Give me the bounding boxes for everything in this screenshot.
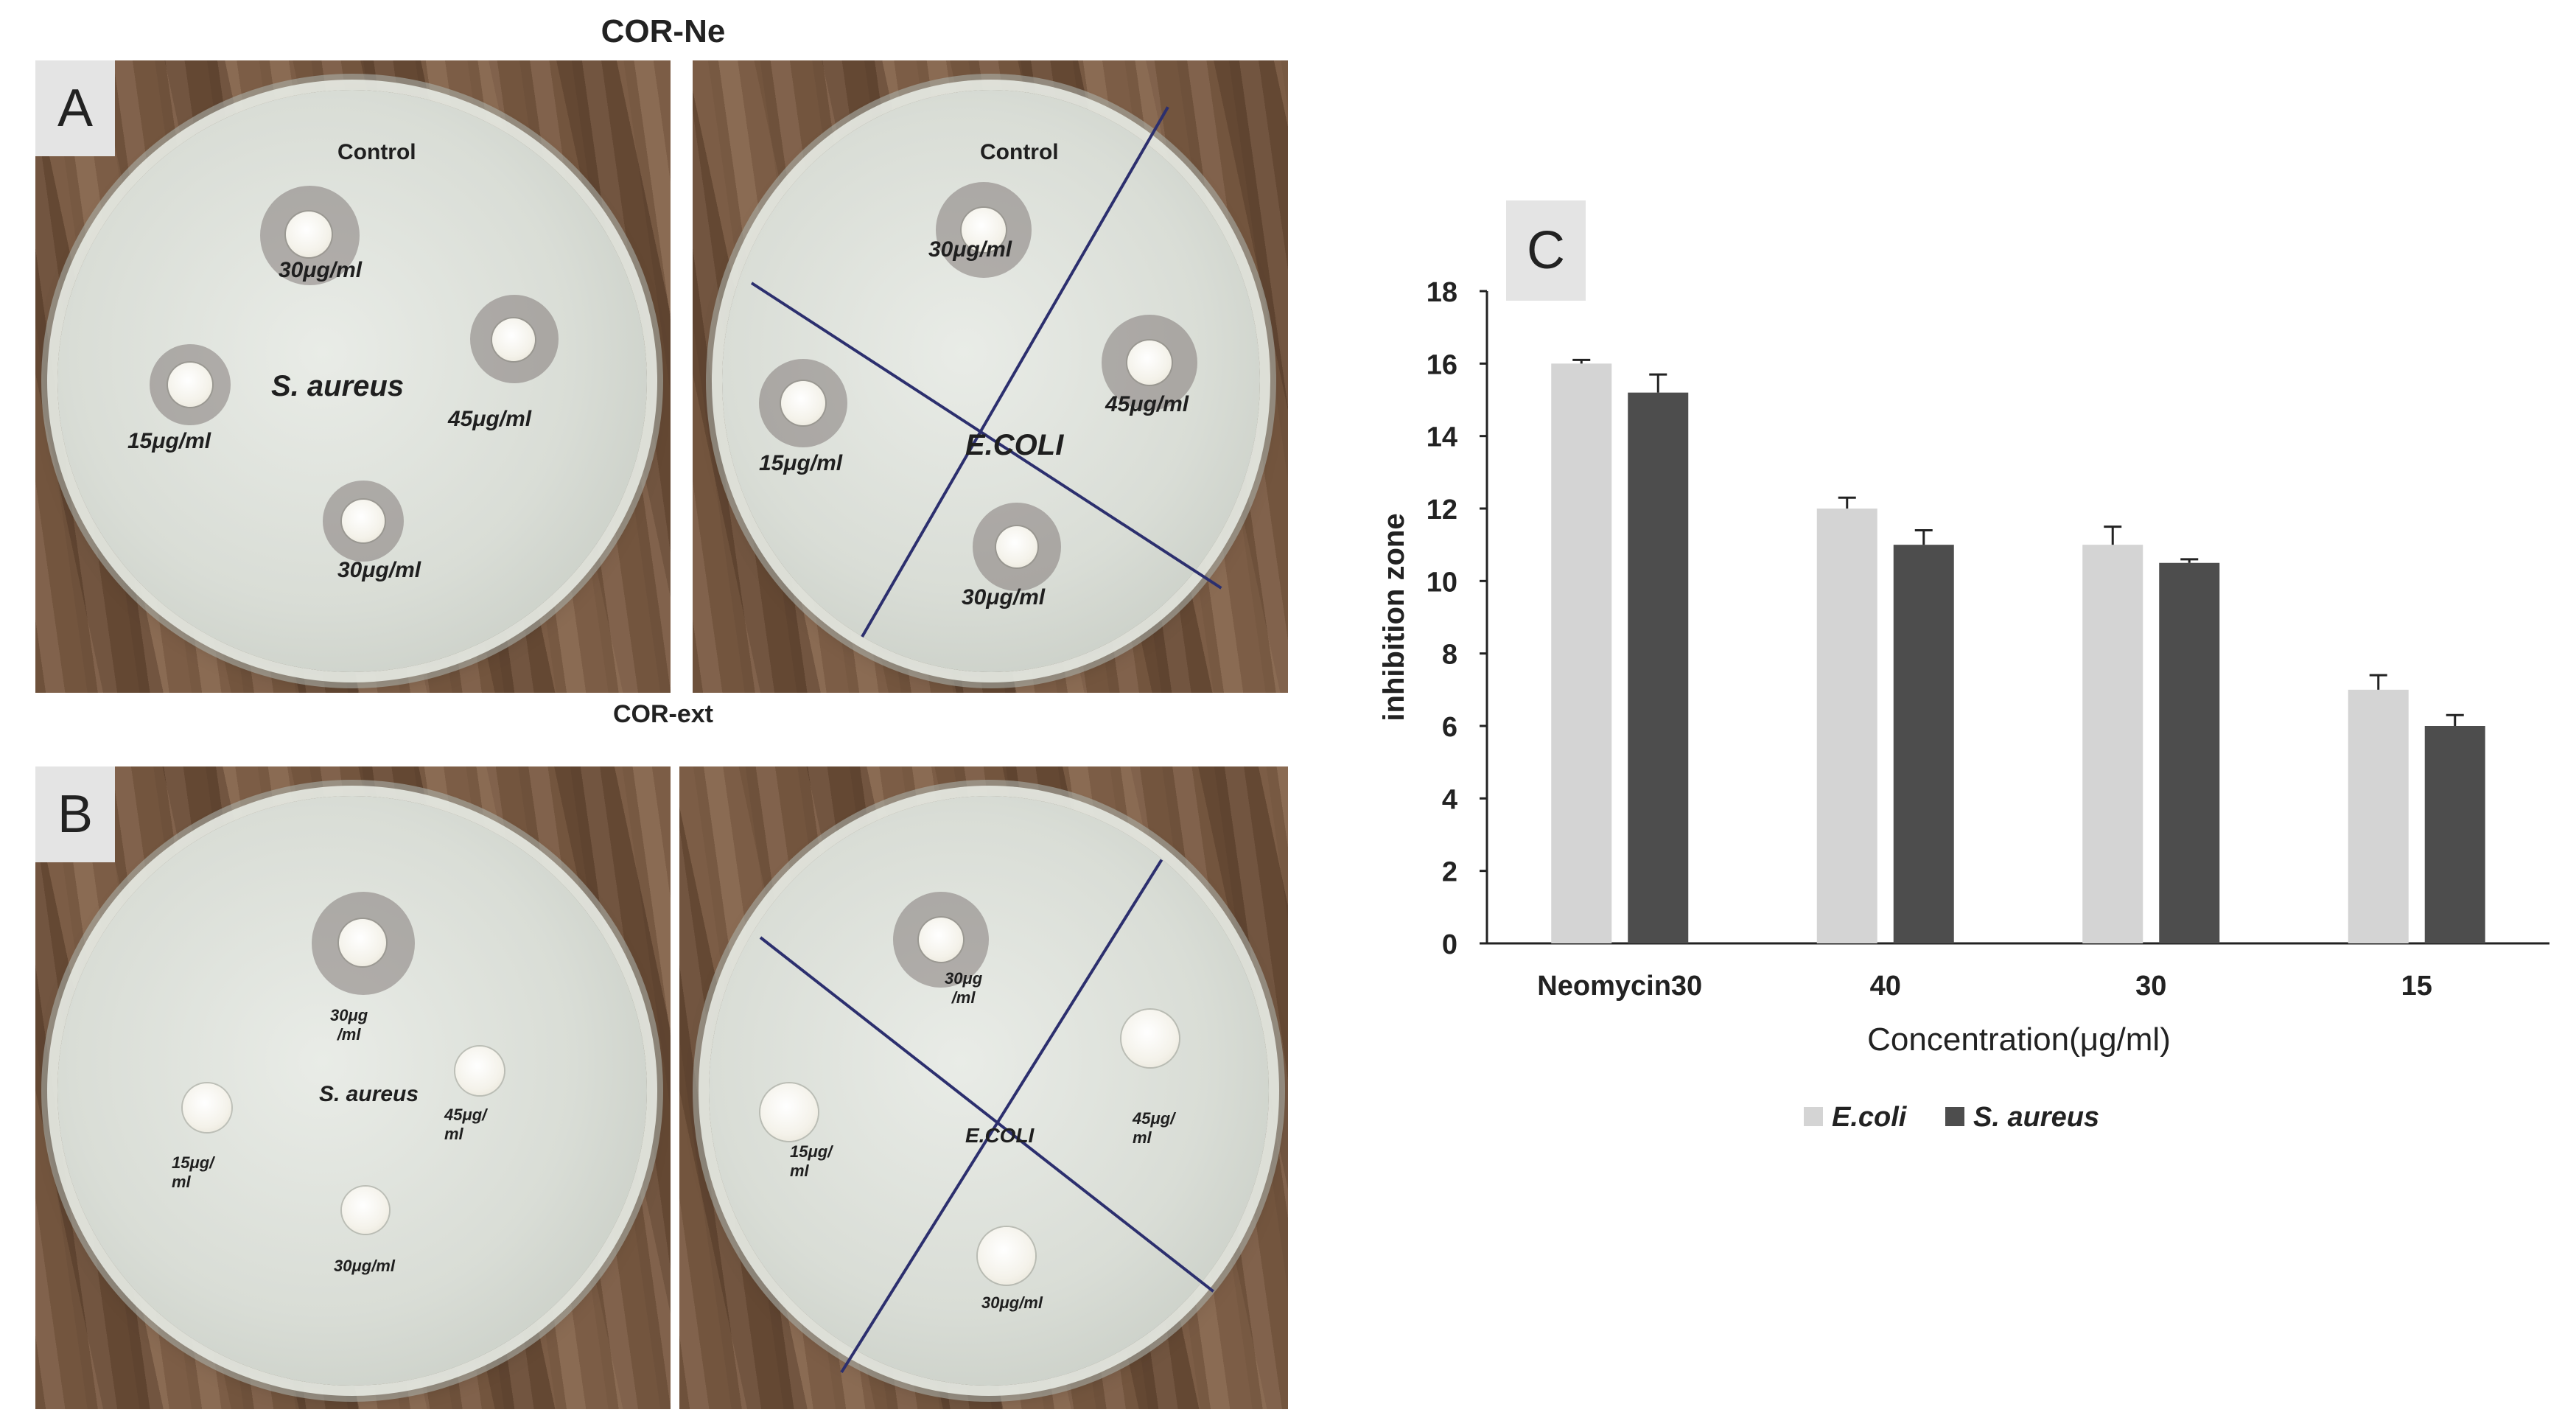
plate-photo-a-ecoli: Control 30μg/ml 15μg/ml 45μg/ml 30μg/ml …: [693, 60, 1288, 693]
antibiotic-disc: [760, 1083, 818, 1141]
bar: [1551, 363, 1612, 943]
bar: [2348, 689, 2409, 943]
bar: [1893, 545, 1954, 943]
x-tick-label: Neomycin30: [1537, 971, 1702, 1002]
antibiotic-disc: [286, 212, 332, 257]
petri-dish: [57, 90, 647, 672]
y-tick-label: 2: [1442, 857, 1457, 888]
x-tick-label: 30: [2135, 971, 2166, 1002]
plate-photo-a-saureus: Control 30μg/ml 15μg/ml 45μg/ml 30μg/ml …: [35, 60, 671, 693]
panel-label-a: A: [35, 60, 115, 156]
disc-label: 30μg /ml: [330, 1006, 368, 1044]
disc-label: 30μg/ml: [337, 558, 421, 582]
panel-label-c: C: [1506, 200, 1586, 301]
plate-photo-b-ecoli: 30μg /ml 15μg/ ml 45μg/ ml 30μg/ml E.COL…: [679, 766, 1288, 1409]
y-tick-label: 4: [1442, 784, 1457, 815]
antibiotic-disc: [455, 1047, 504, 1095]
cor-ne-title: COR-Ne: [601, 13, 726, 49]
disc-label: 45μg/ ml: [1133, 1109, 1175, 1147]
petri-dish: [57, 796, 647, 1386]
plate-photo-b-saureus: 30μg /ml 15μg/ ml 45μg/ ml 30μg/ml S. au…: [35, 766, 671, 1409]
antibiotic-disc: [339, 919, 386, 966]
organism-label: E.COLI: [965, 429, 1064, 461]
legend-swatch: [1804, 1107, 1823, 1126]
disc-label: 45μg/ml: [1105, 392, 1189, 416]
petri-dish: [722, 90, 1260, 672]
antibiotic-disc: [183, 1083, 231, 1132]
legend-label: E.coli: [1832, 1102, 1908, 1133]
bar: [1816, 509, 1877, 943]
control-label: Control: [337, 140, 416, 164]
antibiotic-disc: [978, 1227, 1035, 1285]
disc-label: 30μg/ml: [928, 237, 1012, 262]
antibiotic-disc: [1127, 340, 1172, 385]
antibiotic-disc: [168, 363, 212, 407]
y-tick-label: 18: [1427, 277, 1457, 308]
antibiotic-disc: [342, 500, 385, 542]
antibiotic-disc: [492, 318, 535, 361]
disc-label: 30μg /ml: [945, 969, 983, 1007]
x-tick-label: 15: [2401, 971, 2432, 1002]
cor-ext-title: COR-ext: [612, 700, 714, 728]
disc-label: 30μg/ml: [279, 258, 363, 282]
y-tick-label: 8: [1442, 640, 1457, 671]
disc-label: 15μg/ml: [127, 429, 211, 453]
disc-label: 45μg/ml: [448, 407, 532, 431]
disc-label: 15μg/ml: [759, 451, 843, 475]
antibiotic-disc: [1121, 1010, 1179, 1067]
disc-label: 30μg/ml: [981, 1293, 1043, 1312]
y-axis-title: inhibition zone: [1378, 513, 1410, 721]
antibiotic-disc: [919, 918, 963, 962]
y-tick-label: 16: [1427, 349, 1457, 380]
legend-label: S. aureus: [1973, 1102, 2099, 1133]
x-axis-title: Concentration(μg/ml): [1867, 1021, 2171, 1058]
y-tick-label: 10: [1427, 567, 1457, 598]
x-tick-label: 40: [1870, 971, 1901, 1002]
disc-label: 15μg/ ml: [790, 1142, 833, 1180]
disc-label: 45μg/ ml: [444, 1106, 487, 1143]
y-tick-label: 6: [1442, 712, 1457, 743]
antibiotic-disc: [781, 381, 825, 425]
disc-label: 15μg/ ml: [172, 1153, 214, 1191]
antibiotic-disc: [342, 1187, 389, 1234]
antibiotic-disc: [996, 526, 1037, 567]
bar: [2082, 545, 2143, 943]
organism-label: S. aureus: [319, 1082, 419, 1106]
bar: [2159, 562, 2220, 943]
bar: [2424, 726, 2485, 943]
panel-label-b: B: [35, 766, 115, 862]
control-label: Control: [980, 140, 1059, 164]
y-tick-label: 12: [1427, 495, 1457, 525]
bar: [1628, 392, 1689, 943]
antibiotic-disc: [962, 208, 1006, 252]
y-tick-label: 0: [1442, 929, 1457, 960]
legend-swatch: [1945, 1107, 1964, 1126]
y-tick-label: 14: [1427, 422, 1457, 453]
disc-label: 30μg/ml: [962, 585, 1046, 610]
organism-label: S. aureus: [271, 370, 405, 402]
organism-label: E.COLI: [965, 1124, 1035, 1147]
disc-label: 30μg/ml: [334, 1257, 395, 1275]
